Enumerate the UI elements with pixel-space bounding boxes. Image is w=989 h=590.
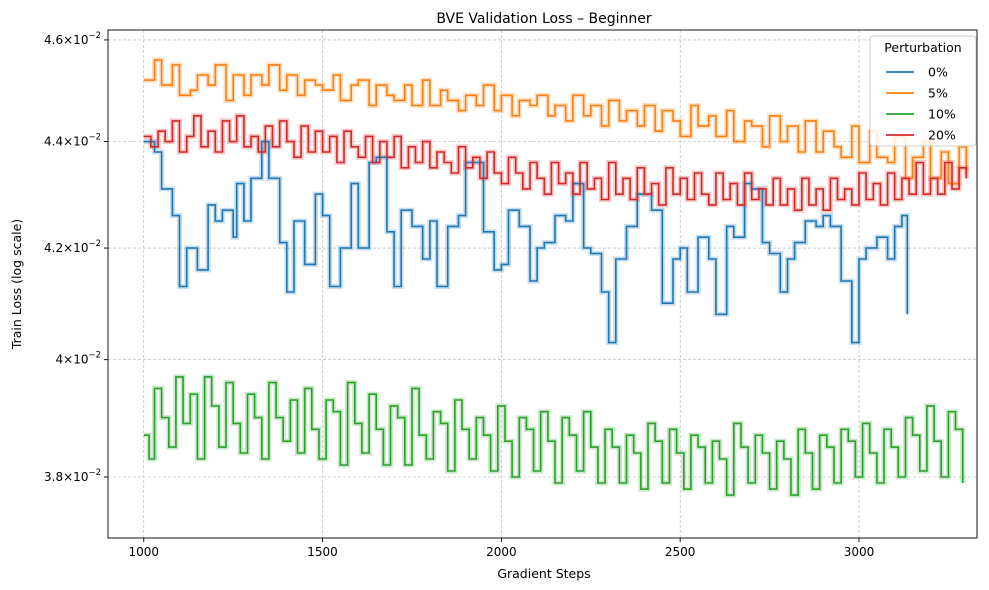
legend: Perturbation 0% 5% 10% 20% (869, 35, 977, 147)
legend-label: 10% (928, 107, 956, 122)
legend-label: 5% (928, 86, 948, 101)
chart-title: BVE Validation Loss – Beginner (436, 11, 652, 27)
series-line-2 (143, 376, 964, 496)
y-tick-label: 4×10−2 (56, 351, 102, 367)
y-tick-label: 4.4×10−2 (44, 133, 101, 149)
y-tick-label: 4.6×10−2 (44, 31, 101, 47)
y-axis-ticks: 3.8×10−2 4×10−2 4.2×10−2 4.4×10−2 4.6×10−2 (44, 31, 108, 484)
x-tick-label: 3000 (844, 545, 875, 559)
x-tick-label: 1500 (307, 545, 338, 559)
x-axis-title: Gradient Steps (497, 566, 590, 581)
y-tick-label: 3.8×10−2 (44, 468, 101, 484)
legend-items: 0% 5% 10% 20% (886, 65, 956, 143)
series-line-3 (143, 115, 968, 211)
legend-title: Perturbation (884, 40, 961, 55)
y-tick-label: 4.2×10−2 (44, 239, 101, 255)
legend-label: 20% (928, 128, 956, 143)
x-tick-label: 2000 (486, 545, 517, 559)
legend-label: 0% (928, 65, 948, 80)
x-tick-label: 1000 (128, 545, 159, 559)
series-line-0 (143, 140, 909, 344)
x-axis-ticks: 1000 1500 2000 2500 3000 (128, 538, 874, 559)
series-line-1 (143, 59, 968, 185)
series-lines (143, 59, 968, 496)
plot-frame (107, 29, 978, 539)
x-tick-label: 2500 (665, 545, 696, 559)
y-axis-title: Train Loss (log scale) (9, 219, 24, 350)
legend-box (869, 35, 977, 147)
